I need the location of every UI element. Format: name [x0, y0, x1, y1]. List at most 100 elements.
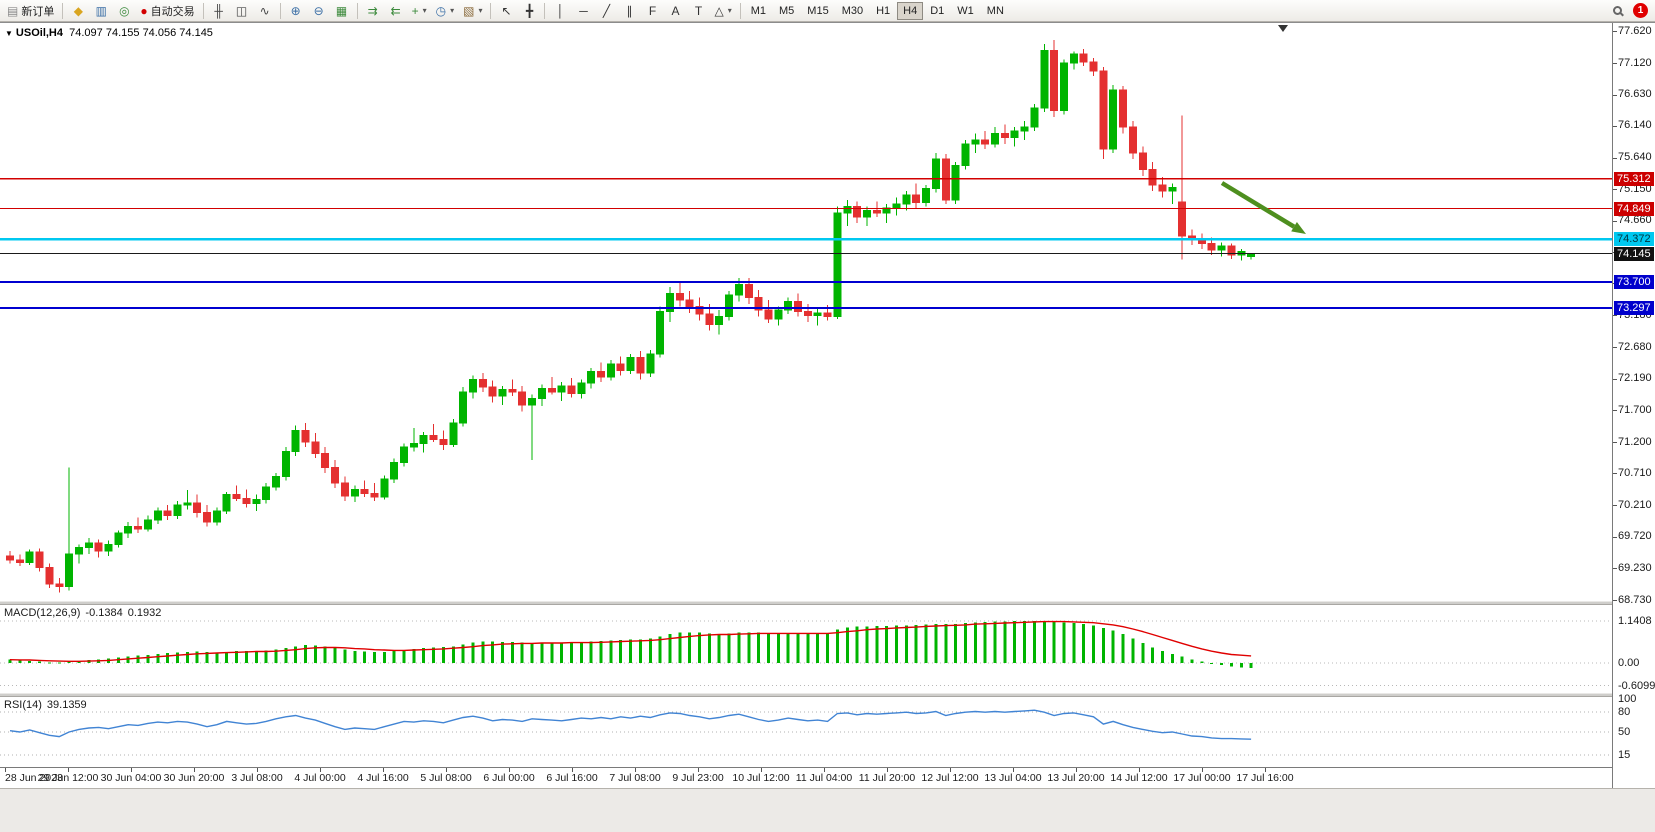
- price-axis[interactable]: 77.620 77.120 76.630 76.140 75.640 75.150 74.6…: [1612, 23, 1655, 789]
- tile-windows-button[interactable]: ▦: [331, 1, 353, 21]
- price-axis-tick: [1613, 220, 1617, 222]
- candlestick-type-icon: ◫: [235, 3, 248, 18]
- indicators-button[interactable]: + ▾: [408, 1, 431, 21]
- level-price-badge: 74.372: [1614, 232, 1654, 247]
- price-axis-label: 70.210: [1618, 498, 1652, 511]
- label-button[interactable]: T: [687, 1, 709, 21]
- metaeditor-button[interactable]: ◆: [67, 1, 89, 21]
- level-price-badge: 74.849: [1614, 201, 1654, 216]
- chart-shift-icon: ⇇: [390, 3, 401, 18]
- cursor-button[interactable]: ↖: [495, 1, 517, 21]
- collapse-triangle-icon[interactable]: ▼: [5, 29, 13, 38]
- terminal-button[interactable]: ◎: [113, 1, 135, 21]
- crosshair-button[interactable]: ╋: [518, 1, 540, 21]
- time-axis-label: 6 Jul 00:00: [483, 772, 535, 784]
- terminal-icon: ◎: [119, 3, 130, 18]
- price-axis-tick: [1613, 31, 1617, 33]
- new-order-button[interactable]: ▤ 新订单: [3, 1, 58, 21]
- time-axis-label: 6 Jul 16:00: [546, 772, 598, 784]
- price-axis-tick: [1613, 63, 1617, 65]
- auto-scroll-button[interactable]: ⇉: [362, 1, 384, 21]
- trendline-button[interactable]: ╱: [595, 1, 617, 21]
- trend-arrow-annotation[interactable]: [1220, 181, 1296, 229]
- time-axis-label: 12 Jul 12:00: [921, 772, 979, 784]
- tile-windows-icon: ▦: [335, 3, 348, 18]
- time-axis[interactable]: 28 Jun 2023 29 Jun 12:00 30 Jun 04:00 30 Ju…: [0, 767, 1612, 789]
- timeframe-button-W1[interactable]: W1: [957, 4, 974, 17]
- price-axis-label: 77.620: [1618, 24, 1652, 37]
- current-price-badge: 74.145: [1614, 246, 1654, 261]
- vertical-line-button[interactable]: │: [549, 1, 571, 21]
- auto-trading-button[interactable]: ● 自动交易: [136, 1, 198, 21]
- time-axis-label: 4 Jul 00:00: [294, 772, 346, 784]
- macd-value: -0.1384: [85, 607, 123, 619]
- timeframe-button-H1[interactable]: H1: [876, 4, 891, 17]
- symbol-label: ▼ USOil,H4 74.097 74.155 74.056 74.145: [5, 27, 213, 39]
- panel-splitter-macd[interactable]: [0, 601, 1655, 605]
- price-axis-tick: [1613, 600, 1617, 602]
- timeframe-button-D1[interactable]: D1: [930, 4, 945, 17]
- time-axis-tick: [698, 768, 699, 772]
- time-axis-tick: [131, 768, 132, 772]
- channel-icon: ∥: [626, 3, 633, 18]
- timeframe-button-H4[interactable]: H4: [897, 1, 924, 20]
- chevron-down-icon: ▾: [478, 6, 483, 15]
- horizontal-line-icon: ─: [579, 3, 588, 18]
- level-price-badge: 73.700: [1614, 275, 1654, 290]
- auto-trading-icon: ●: [140, 3, 148, 18]
- horizontal-line-button[interactable]: ─: [572, 1, 594, 21]
- zoom-out-button[interactable]: ⊖: [308, 1, 330, 21]
- bar-chart-type-button[interactable]: ╫: [208, 1, 230, 21]
- macd-signal-value: 0.1932: [127, 607, 162, 619]
- channel-button[interactable]: ∥: [618, 1, 640, 21]
- market-watch-button[interactable]: ▥: [90, 1, 112, 21]
- rsi-panel[interactable]: RSI(14) 39.1359: [0, 697, 1612, 767]
- new-order-button-label: 新订单: [21, 5, 55, 18]
- fibonacci-button[interactable]: F: [641, 1, 663, 21]
- timeframe-button-M5[interactable]: M5: [779, 4, 795, 17]
- templates-icon: ▧: [463, 3, 475, 18]
- time-axis-tick: [509, 768, 510, 772]
- time-axis-tick: [950, 768, 951, 772]
- timeframe-button-MN[interactable]: MN: [986, 4, 1004, 17]
- macd-axis-label: 0.00: [1618, 657, 1640, 669]
- rsi-name: RSI(14): [4, 699, 42, 711]
- timeframe-button-M30[interactable]: M30: [841, 4, 864, 17]
- macd-panel[interactable]: MACD(12,26,9) -0.1384 0.1932: [0, 605, 1612, 693]
- price-axis-label: 69.230: [1618, 561, 1652, 574]
- metaeditor-icon: ◆: [73, 3, 83, 18]
- panel-splitter-rsi[interactable]: [0, 693, 1655, 697]
- zoom-in-button[interactable]: ⊕: [285, 1, 307, 21]
- timeframe-button-M1[interactable]: M1: [750, 4, 767, 17]
- text-button[interactable]: A: [664, 1, 686, 21]
- magnifier-icon: [1612, 6, 1622, 15]
- chart-shift-marker-icon[interactable]: [1278, 25, 1288, 32]
- price-axis-tick: [1613, 157, 1617, 159]
- time-axis-label: 30 Jun 20:00: [163, 772, 225, 784]
- ohlc-high: 74.155: [105, 27, 140, 39]
- symbol-period: USOil,H4: [15, 27, 63, 39]
- bar-chart-type-icon: ╫: [214, 3, 223, 18]
- periods-button[interactable]: ◷ ▾: [432, 1, 459, 21]
- auto-scroll-icon: ⇉: [367, 3, 378, 18]
- rsi-axis-label: 100: [1618, 693, 1637, 705]
- price-axis-tick: [1613, 347, 1617, 349]
- time-axis-label: 28 Jun 2023: [5, 772, 63, 784]
- macd-label: MACD(12,26,9) -0.1384 0.1932: [4, 607, 166, 619]
- templates-button[interactable]: ▧ ▾: [459, 1, 486, 21]
- notification-badge[interactable]: 1: [1633, 3, 1648, 18]
- chevron-down-icon: ▾: [422, 6, 427, 15]
- vertical-line-icon: │: [556, 3, 565, 18]
- chart-shift-button[interactable]: ⇇: [385, 1, 407, 21]
- price-panel[interactable]: ▼ USOil,H4 74.097 74.155 74.056 74.145: [0, 23, 1612, 601]
- price-axis-tick: [1613, 315, 1617, 317]
- search-button[interactable]: [1606, 1, 1628, 21]
- price-axis-label: 68.730: [1618, 593, 1652, 606]
- line-chart-type-button[interactable]: ∿: [254, 1, 276, 21]
- price-axis-label: 70.710: [1618, 466, 1652, 479]
- candlestick-type-button[interactable]: ◫: [231, 1, 253, 21]
- time-axis-label: 9 Jul 23:00: [672, 772, 724, 784]
- timeframe-button-M15[interactable]: M15: [807, 4, 829, 17]
- shapes-button[interactable]: △ ▾: [710, 1, 735, 21]
- price-axis-label: 71.700: [1618, 403, 1652, 416]
